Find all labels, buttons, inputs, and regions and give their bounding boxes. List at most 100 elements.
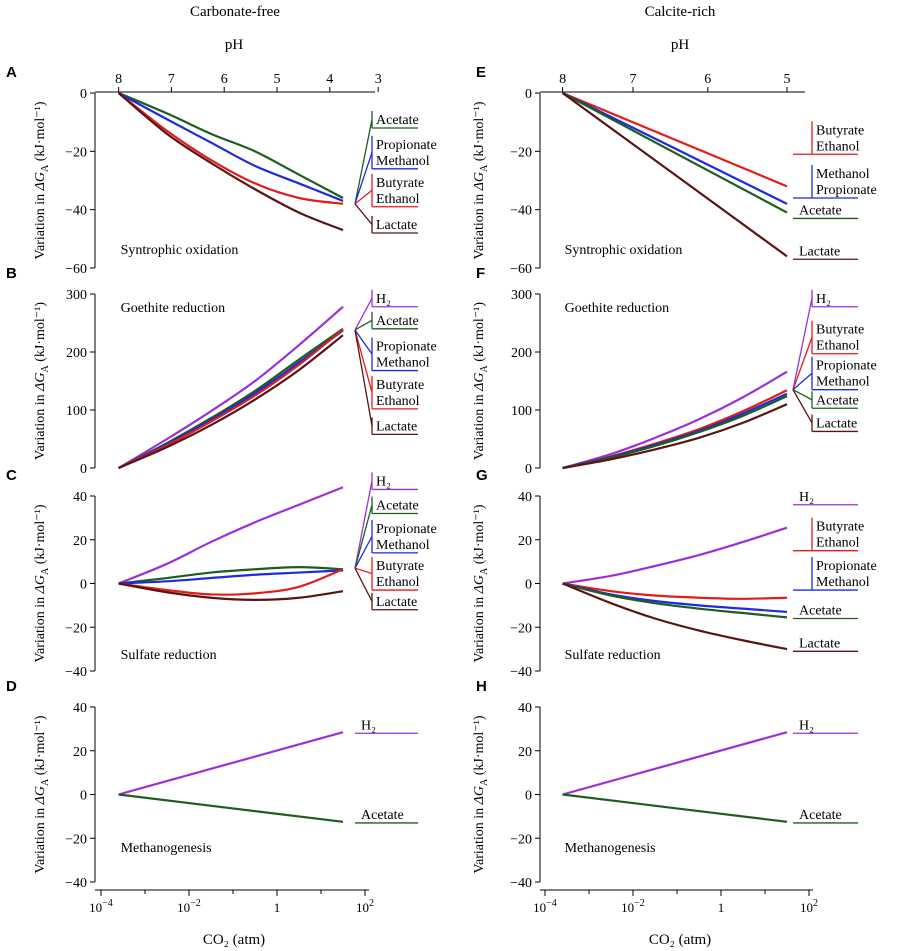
series-line-h xyxy=(118,305,344,469)
top-tick-label: 8 xyxy=(559,72,566,87)
top-tick-label: 3 xyxy=(375,72,382,87)
x-tick-label: 10−2 xyxy=(177,898,201,915)
panel-title: Syntrophic oxidation xyxy=(121,243,239,258)
legend-label-methanol: Methanol xyxy=(376,356,430,371)
series-line-acetate xyxy=(562,793,788,823)
series-line-butyrate-ethanol xyxy=(117,92,344,205)
legend-connector xyxy=(354,536,373,569)
series-line-butyrate-ethanol xyxy=(562,582,788,600)
panel-b: B 0 100 200 300 Variation in ΔGA (kJ·mol⁻¹) Go… xyxy=(6,265,437,477)
panel-f: F 0 100 200 300 Variation in ΔGA (kJ·mol⁻¹) Go… xyxy=(472,265,877,477)
top-axis-label-right: pH xyxy=(671,37,690,53)
legend-label-h: H₂ xyxy=(361,718,376,733)
column-title-carbonate-free: Carbonate-free xyxy=(190,4,280,20)
series-line-h xyxy=(118,486,344,585)
y-axis-label: Variation in ΔGA (kJ·mol⁻¹) xyxy=(472,504,490,662)
series-line-acetate xyxy=(562,582,788,619)
y-tick-label: −40 xyxy=(510,665,532,680)
panel-a: A 0 −20 −40 −60 Variation in ΔGA (kJ·mol⁻¹) 8 7… xyxy=(6,64,437,277)
panel-letter-c: C xyxy=(6,467,17,484)
y-tick-label: −20 xyxy=(510,145,532,160)
legend-label-propionate: Propionate xyxy=(376,340,437,355)
legend-label-acetate: Acetate xyxy=(799,808,842,823)
panels-layer: A 0 −20 −40 −60 Variation in ΔGA (kJ·mol⁻¹) 8 7… xyxy=(6,64,877,915)
legend-label-h: H₂ xyxy=(799,718,814,733)
y-tick-label: −20 xyxy=(65,145,87,160)
y-tick-label: 40 xyxy=(518,490,532,505)
legend-label-butyrate: Butyrate xyxy=(376,559,424,574)
legend-connector xyxy=(354,504,373,569)
legend-label-acetate: Acetate xyxy=(799,203,842,218)
top-axis-label-left: pH xyxy=(225,37,244,53)
top-tick-label: 4 xyxy=(326,72,333,87)
y-tick-label: 40 xyxy=(73,701,87,716)
legend-label-propionate: Propionate xyxy=(376,138,437,153)
legend-label-methanol: Methanol xyxy=(376,538,430,553)
y-tick-label: −40 xyxy=(510,204,532,219)
y-tick-label: 100 xyxy=(511,404,532,419)
column-title-calcite-rich: Calcite-rich xyxy=(645,4,716,20)
series-line-acetate xyxy=(118,91,344,199)
x-tick-label: 102 xyxy=(356,898,374,915)
series-line-lactate xyxy=(118,334,344,470)
legend-connector xyxy=(792,337,813,390)
legend-label-methanol: Methanol xyxy=(816,375,870,390)
top-tick-label: 6 xyxy=(704,72,711,87)
top-tick-label: 5 xyxy=(784,72,791,87)
y-tick-label: 0 xyxy=(525,87,532,102)
legend-label-butyrate: Butyrate xyxy=(816,520,864,535)
legend-label-acetate: Acetate xyxy=(376,314,419,329)
panel-title: Goethite reduction xyxy=(121,301,226,316)
panel-letter-e: E xyxy=(476,64,486,81)
legend-connector xyxy=(354,329,373,426)
series-line-butyrate-ethanol xyxy=(562,91,788,188)
legend-connector xyxy=(792,389,813,401)
legend-connector xyxy=(354,119,373,204)
y-tick-label: −60 xyxy=(65,262,87,277)
legend-label-h: H₂ xyxy=(376,474,391,489)
y-tick-label: −20 xyxy=(65,621,87,636)
series-line-acetate xyxy=(562,395,788,470)
y-tick-label: −20 xyxy=(65,832,87,847)
panel-title: Syntrophic oxidation xyxy=(565,243,683,258)
y-tick-label: −40 xyxy=(510,876,532,891)
series-line-lactate xyxy=(118,582,344,602)
y-tick-label: 0 xyxy=(525,578,532,593)
legend-label-acetate: Acetate xyxy=(361,808,404,823)
series-line-acetate xyxy=(118,793,344,823)
panel-letter-g: G xyxy=(476,467,488,484)
legend-label-acetate: Acetate xyxy=(376,113,419,128)
bottom-axis-label-left: CO₂ (atm) xyxy=(203,932,265,948)
panel-d: D 40 20 0 −20 −40 Variation in ΔGA (kJ·mol⁻¹) 1… xyxy=(6,678,418,915)
legend-label-ethanol: Ethanol xyxy=(816,139,860,154)
legend-connector xyxy=(792,372,813,391)
legend-label-propionate: Propionate xyxy=(376,522,437,537)
x-tick-label: 1 xyxy=(718,900,725,915)
legend-label-propionate: Propionate xyxy=(816,183,877,198)
y-tick-label: 20 xyxy=(73,745,87,760)
legend-connector xyxy=(354,329,373,355)
y-tick-label: −40 xyxy=(65,876,87,891)
x-tick-label: 10−4 xyxy=(533,898,557,915)
y-tick-label: 200 xyxy=(66,346,87,361)
legend-connector xyxy=(354,567,373,575)
y-axis-label: Variation in ΔGA (kJ·mol⁻¹) xyxy=(33,504,51,662)
series-line-h xyxy=(562,526,788,585)
series-line-h xyxy=(118,731,344,796)
series-line-acetate xyxy=(562,92,788,214)
top-tick-label: 7 xyxy=(630,72,637,87)
panel-letter-a: A xyxy=(6,64,17,81)
legend-label-methanol: Methanol xyxy=(816,575,870,590)
y-tick-label: −40 xyxy=(65,665,87,680)
legend-label-lactate: Lactate xyxy=(376,595,417,610)
legend-connector xyxy=(792,389,813,424)
panel-letter-h: H xyxy=(476,678,487,695)
bottom-axis-label-right: CO₂ (atm) xyxy=(649,932,711,948)
y-tick-label: −40 xyxy=(65,204,87,219)
legend-label-butyrate: Butyrate xyxy=(816,123,864,138)
legend-label-ethanol: Ethanol xyxy=(376,575,420,590)
y-tick-label: 0 xyxy=(525,789,532,804)
series-line-butyrate-ethanol xyxy=(118,568,344,596)
y-axis-label: Variation in ΔGA (kJ·mol⁻¹) xyxy=(33,715,51,873)
y-tick-label: 20 xyxy=(518,745,532,760)
